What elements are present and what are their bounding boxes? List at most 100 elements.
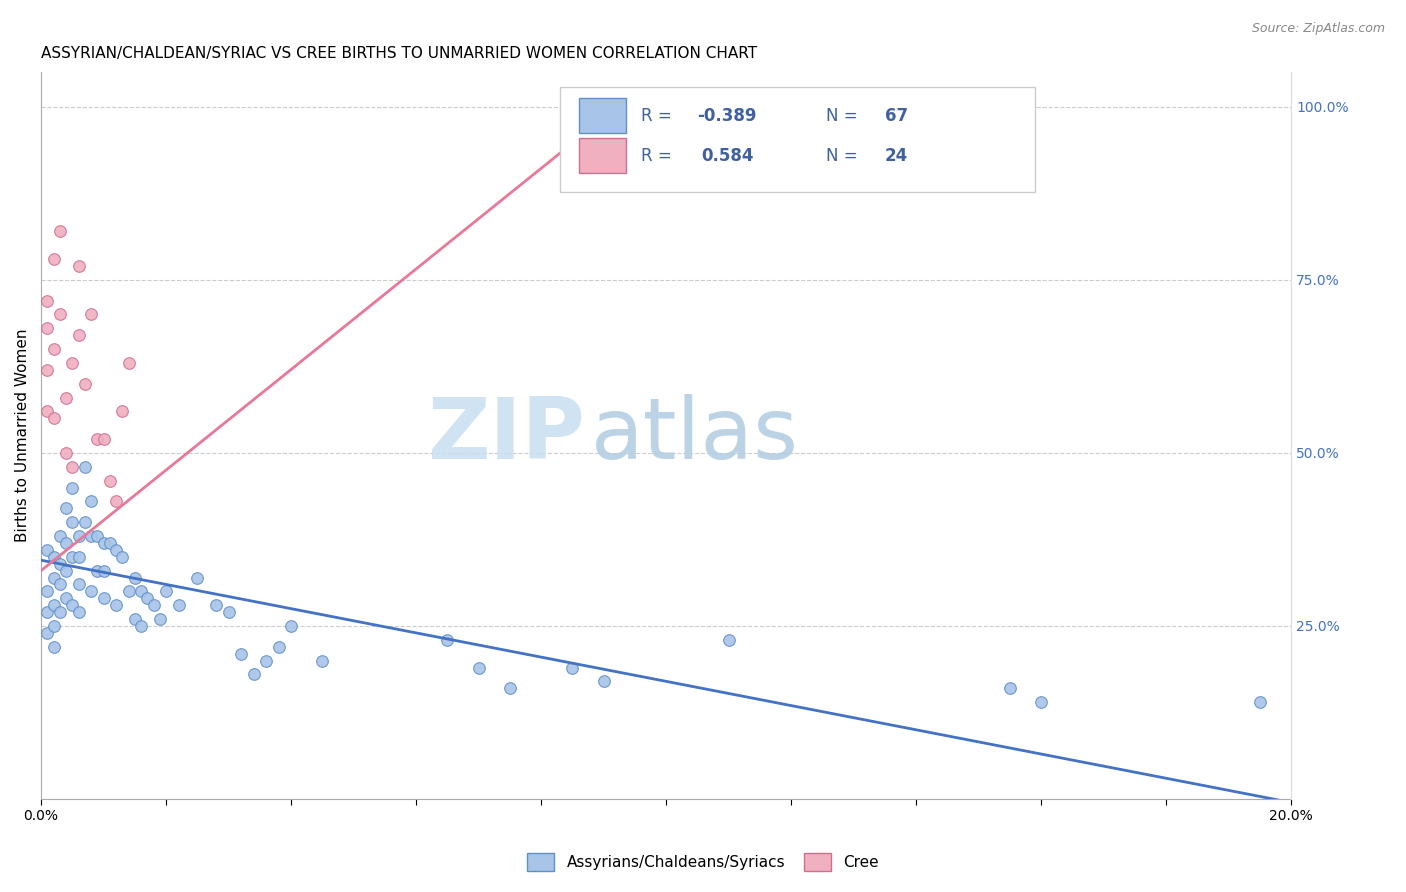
- Point: [254, 654, 277, 668]
- Point: [42, 570, 65, 584]
- Point: [436, 632, 458, 647]
- Point: [86, 529, 108, 543]
- Point: [37, 584, 59, 599]
- Point: [80, 494, 103, 508]
- Point: [80, 529, 103, 543]
- Point: [1249, 695, 1271, 709]
- Point: [129, 584, 152, 599]
- Point: [37, 605, 59, 619]
- Point: [67, 529, 90, 543]
- Point: [117, 356, 139, 370]
- Point: [117, 584, 139, 599]
- Point: [998, 681, 1021, 696]
- Point: [55, 536, 77, 550]
- Point: [149, 612, 172, 626]
- Point: [49, 307, 72, 321]
- Point: [93, 432, 115, 446]
- Point: [129, 619, 152, 633]
- Point: [561, 660, 583, 674]
- Point: [49, 557, 72, 571]
- Point: [67, 328, 90, 343]
- Point: [499, 681, 522, 696]
- Text: ZIP: ZIP: [427, 394, 585, 477]
- Point: [37, 404, 59, 418]
- Point: [67, 577, 90, 591]
- Point: [42, 640, 65, 654]
- Point: [67, 259, 90, 273]
- Point: [49, 577, 72, 591]
- Point: [60, 481, 83, 495]
- Text: -0.389: -0.389: [697, 107, 756, 125]
- Text: N =: N =: [827, 107, 863, 125]
- Point: [98, 536, 121, 550]
- Point: [93, 564, 115, 578]
- Point: [242, 667, 264, 681]
- Point: [55, 446, 77, 460]
- Point: [280, 619, 302, 633]
- Point: [42, 598, 65, 612]
- Point: [124, 612, 146, 626]
- Point: [311, 654, 333, 668]
- FancyBboxPatch shape: [579, 138, 626, 173]
- Point: [37, 321, 59, 335]
- Point: [42, 411, 65, 425]
- Point: [167, 598, 190, 612]
- Legend: Assyrians/Chaldeans/Syriacs, Cree: Assyrians/Chaldeans/Syriacs, Cree: [520, 847, 886, 877]
- Point: [67, 549, 90, 564]
- Point: [55, 501, 77, 516]
- Text: R =: R =: [641, 107, 678, 125]
- FancyBboxPatch shape: [579, 98, 626, 133]
- Point: [49, 224, 72, 238]
- Text: atlas: atlas: [591, 394, 799, 477]
- Point: [142, 598, 165, 612]
- Point: [49, 529, 72, 543]
- Point: [205, 598, 228, 612]
- Point: [42, 619, 65, 633]
- Point: [231, 647, 253, 661]
- Point: [105, 542, 128, 557]
- Point: [80, 584, 103, 599]
- Point: [105, 598, 128, 612]
- Text: ASSYRIAN/CHALDEAN/SYRIAC VS CREE BIRTHS TO UNMARRIED WOMEN CORRELATION CHART: ASSYRIAN/CHALDEAN/SYRIAC VS CREE BIRTHS …: [41, 46, 758, 62]
- Point: [73, 459, 96, 474]
- Point: [86, 564, 108, 578]
- Point: [111, 404, 134, 418]
- Point: [55, 591, 77, 606]
- Point: [467, 660, 489, 674]
- Point: [93, 591, 115, 606]
- Point: [60, 459, 83, 474]
- Point: [60, 515, 83, 529]
- Point: [80, 307, 103, 321]
- Point: [1031, 695, 1053, 709]
- Point: [37, 542, 59, 557]
- Point: [124, 570, 146, 584]
- Point: [55, 391, 77, 405]
- Point: [42, 252, 65, 266]
- Point: [37, 293, 59, 308]
- Point: [73, 515, 96, 529]
- Point: [42, 342, 65, 356]
- Point: [111, 549, 134, 564]
- Point: [218, 605, 240, 619]
- Point: [267, 640, 290, 654]
- Text: 67: 67: [884, 107, 908, 125]
- Text: Source: ZipAtlas.com: Source: ZipAtlas.com: [1251, 22, 1385, 36]
- Point: [55, 564, 77, 578]
- Point: [60, 549, 83, 564]
- Point: [37, 363, 59, 377]
- Point: [37, 626, 59, 640]
- Point: [60, 356, 83, 370]
- Y-axis label: Births to Unmarried Women: Births to Unmarried Women: [15, 329, 30, 542]
- Point: [624, 93, 647, 107]
- Point: [67, 605, 90, 619]
- Point: [86, 432, 108, 446]
- Point: [105, 494, 128, 508]
- Point: [592, 674, 614, 689]
- Point: [42, 549, 65, 564]
- Point: [98, 474, 121, 488]
- Point: [49, 605, 72, 619]
- Text: 0.584: 0.584: [702, 146, 754, 165]
- Point: [155, 584, 177, 599]
- Point: [136, 591, 159, 606]
- Text: N =: N =: [827, 146, 863, 165]
